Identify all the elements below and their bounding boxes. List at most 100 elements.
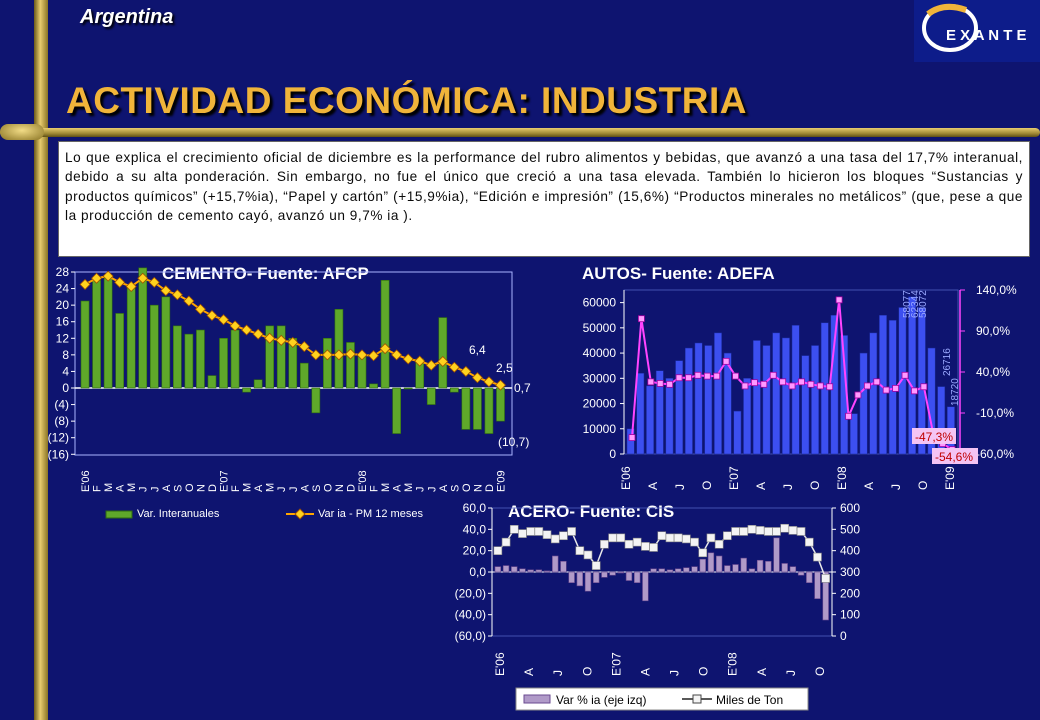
steel-bar [609, 571, 616, 576]
autos-bar [801, 355, 810, 455]
steel-line-point [706, 533, 716, 543]
cement-x-tick-label: O [322, 483, 334, 492]
steel-line-point [641, 542, 650, 551]
cement-x-tick-label: E'06 [80, 470, 92, 492]
cement-x-tick-label: J [149, 487, 161, 493]
cement-bar [334, 308, 344, 389]
cement-y-tick-label: (8) [54, 414, 69, 428]
steel-bar [535, 569, 543, 573]
cement-x-tick-label: N [195, 484, 207, 492]
steel-right-tick-label: 500 [840, 522, 860, 536]
autos-line-point [760, 380, 768, 388]
steel-line-point [616, 533, 626, 543]
cement-line-point [148, 276, 160, 288]
cement-bar [196, 329, 205, 389]
steel-line-point [608, 533, 617, 543]
steel-line-point [821, 574, 830, 583]
steel-bar [814, 571, 821, 599]
cement-bar [138, 267, 148, 389]
steel-bar [789, 566, 797, 573]
steel-bar [806, 571, 813, 583]
steel-left-tick-label: 0,0 [469, 565, 486, 579]
cement-bar [473, 387, 482, 430]
autos-bar [849, 413, 858, 455]
autos-data-label: 18720 [950, 378, 961, 406]
steel-bar [511, 566, 518, 573]
steel-line-point [657, 531, 667, 541]
autos-line-point [769, 371, 777, 379]
cement-bar [103, 275, 113, 389]
cement-line-point [241, 324, 253, 336]
autos-x-tick-label: A [646, 482, 660, 490]
autos-line-point [694, 371, 702, 379]
steel-x-tick-label: A [638, 668, 652, 676]
steel-line-point [649, 543, 658, 552]
cement-x-tick-label: M [380, 483, 392, 492]
cement-line-point [391, 349, 403, 361]
autos-x-tick-label: O [916, 481, 930, 490]
autos-data-label: 62344 [910, 290, 921, 318]
cement-x-tick-label: M [265, 483, 277, 492]
autos-chart-title: AUTOS- Fuente: ADEFA [582, 264, 775, 283]
autos-right-tick-label: -60,0% [976, 447, 1014, 461]
autos-bar [898, 307, 907, 455]
cement-bar [80, 300, 90, 389]
cement-x-tick-label: E'09 [495, 470, 507, 492]
steel-line-point [755, 526, 765, 535]
autos-bar [655, 370, 664, 455]
autos-line-point [826, 383, 834, 391]
cement-y-tick-label: 8 [62, 348, 69, 362]
cement-line-point [494, 379, 507, 391]
cement-data-label: 6,4 [469, 343, 486, 357]
steel-bar [765, 561, 772, 573]
autos-line-point [863, 382, 871, 390]
steel-bar [715, 555, 723, 573]
steel-right-tick-label: 300 [840, 565, 860, 579]
cement-line-point [333, 349, 345, 361]
steel-line-point [518, 529, 527, 538]
autos-bar [927, 347, 936, 455]
cement-x-tick-label: E'07 [219, 470, 231, 492]
steel-bar [797, 571, 805, 576]
cement-line-point [229, 320, 241, 332]
autos-line-point [685, 374, 692, 382]
autos-bar [743, 378, 751, 455]
steel-legend-bar-swatch [523, 694, 551, 704]
steel-x-tick-label: A [755, 668, 769, 676]
cement-x-tick-label: J [288, 487, 300, 493]
cement-y-tick-label: (12) [48, 431, 69, 445]
autos-bar [733, 410, 742, 455]
cement-line-point [298, 341, 310, 353]
cement-line-point [460, 365, 472, 377]
steel-line-point [723, 531, 732, 541]
cement-bar [346, 342, 355, 389]
cement-y-tick-label: 16 [56, 315, 70, 329]
autos-right-tick-label: -10,0% [976, 406, 1014, 420]
cement-bar [149, 304, 159, 389]
cement-x-tick-label: A [438, 484, 450, 492]
steel-bar [625, 571, 633, 581]
steel-bar [576, 571, 583, 587]
autos-bar [723, 352, 732, 455]
cement-line-point [437, 355, 449, 368]
autos-x-tick-label: J [781, 484, 795, 490]
autos-bar [675, 360, 684, 455]
cement-x-tick-label: D [484, 484, 496, 492]
autos-bar [791, 325, 800, 455]
decorative-horizontal-bar [0, 128, 1040, 137]
steel-bar [683, 567, 690, 573]
steel-bar [781, 563, 788, 573]
cement-line-point [414, 355, 426, 367]
steel-line-point [698, 548, 708, 558]
cement-x-tick-label: D [207, 484, 219, 492]
cement-y-tick-label: (16) [48, 447, 69, 461]
cement-legend-bar-label: Var. Interanuales [137, 508, 220, 520]
steel-line-point [739, 527, 749, 536]
autos-x-tick-label: J [889, 484, 903, 490]
steel-bar [822, 571, 829, 621]
steel-bar [502, 565, 510, 573]
cement-bar [115, 313, 124, 389]
steel-line-point [804, 537, 814, 547]
autos-line-point [892, 384, 900, 392]
cement-x-tick-label: F [230, 485, 242, 492]
